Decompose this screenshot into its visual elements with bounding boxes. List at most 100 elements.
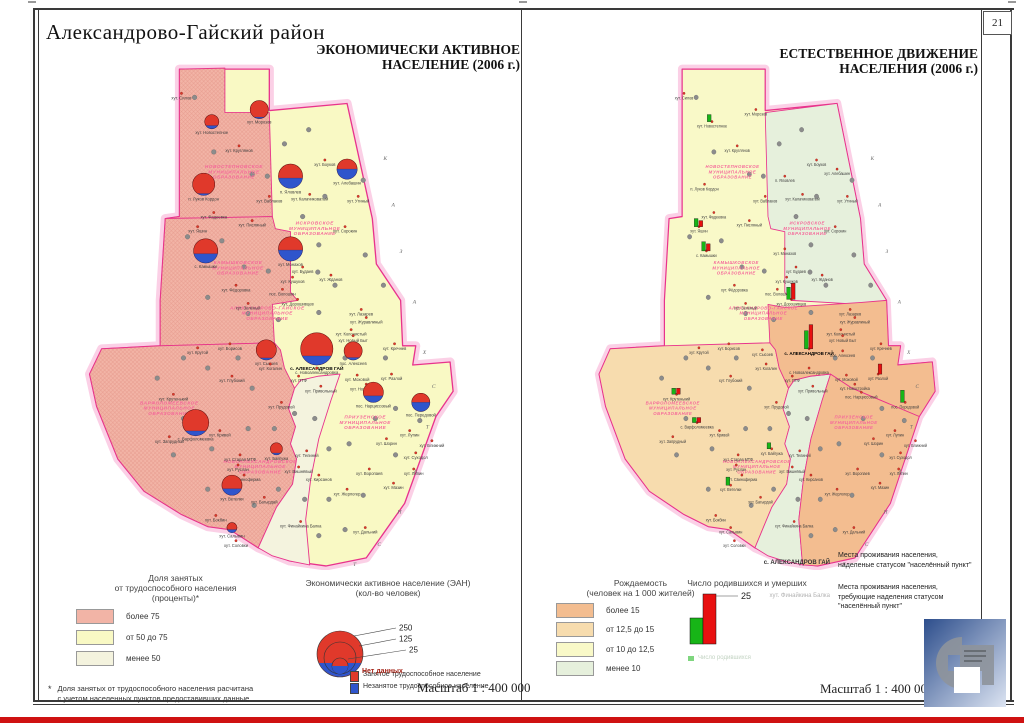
settlement: хут. Байгужа <box>761 442 783 456</box>
settlement-label: хут. Старая МТФ <box>723 457 752 462</box>
settlement-status-notes: Места проживания населения, наделеные ста… <box>838 551 1010 625</box>
settlement-label: хут. Морозов <box>745 111 768 116</box>
neighbor-territory-letter: Т <box>353 562 357 568</box>
settlement: хут. Кирсанов <box>799 473 823 482</box>
settlement-marker <box>809 473 813 477</box>
neighbor-territory-letter: С <box>377 542 381 548</box>
settlement-marker <box>872 437 875 441</box>
neighbor-territory-letter: З <box>886 249 889 255</box>
place-dot <box>746 385 752 391</box>
settlement: хут. Руслан <box>726 463 746 472</box>
settlement: хут. Салывин <box>719 526 742 535</box>
place-dot <box>767 426 773 432</box>
ean-leader-line <box>347 649 407 660</box>
settlement-marker <box>897 467 900 471</box>
settlement-marker <box>234 283 238 287</box>
place-dot <box>786 410 791 417</box>
legend-item: более 15 <box>556 602 743 618</box>
right-map-title: ЕСТЕСТВЕННОЕ ДВИЖЕНИЕ НАСЕЛЕНИЯ (2006 г.… <box>700 46 978 76</box>
footnote-marker: * <box>48 684 52 694</box>
municipal-formation-label: ПРИУЗЕНСКОЕ МУНИЦИПАЛЬНОЕ ОБРАЗОВАНИЕ <box>340 415 392 431</box>
settlement-marker <box>363 526 367 529</box>
place-dot <box>817 446 823 452</box>
place-dot <box>879 452 885 458</box>
settlement-label: хут. Фёдоровка <box>222 287 252 292</box>
settlement: хут. Утиный <box>347 195 370 203</box>
employed-key-swatch <box>350 671 359 682</box>
ean-leader-line <box>358 638 397 647</box>
settlement-marker <box>878 481 882 485</box>
settlement-marker <box>671 435 675 439</box>
pie-unemployed <box>271 452 282 455</box>
settlement-label: хут. Калачиковатый <box>785 196 819 201</box>
settlement: хут. Лупин <box>886 429 904 438</box>
settlement: хут. Ближний <box>904 439 927 448</box>
settlement-label: хут. Фёдоровка <box>721 287 748 292</box>
place-dot <box>300 214 306 220</box>
settlement-label: хут. Липин <box>890 471 908 476</box>
settlement-marker <box>356 195 360 198</box>
place-dot <box>265 268 271 274</box>
settlement-marker <box>296 298 299 301</box>
settlement: хут. Фёдоровка <box>222 283 252 292</box>
settlement-marker <box>414 451 418 455</box>
place-dot <box>316 309 322 316</box>
settlement-marker <box>230 374 234 378</box>
region-west <box>598 342 791 549</box>
settlement-marker <box>238 453 242 457</box>
settlement: хут. Суходол <box>404 451 428 460</box>
settlement-label: хут. Жданов <box>811 277 832 282</box>
settlement-marker <box>914 439 917 443</box>
place-dot <box>326 496 332 502</box>
settlement-marker <box>785 275 788 279</box>
settlement: хут. Жерлогер <box>825 487 850 496</box>
settlement-label: хут. Когалин <box>259 366 282 371</box>
settlement: хут. Новостепное <box>697 114 728 129</box>
settlement: пос. Нарциссовый <box>356 381 392 408</box>
settlement-marker <box>297 374 300 378</box>
settlement-marker <box>212 211 216 214</box>
settlement-marker <box>262 495 266 499</box>
settlement: хут. Боуков <box>807 158 826 167</box>
settlement-label: хут. Яшин <box>188 229 207 234</box>
settlement-marker <box>820 273 824 277</box>
settlement-marker <box>775 401 778 404</box>
legend-item-label: менее 10 <box>606 664 641 673</box>
settlement: хут. Соловки <box>723 539 746 548</box>
left-map-title-line1: ЭКОНОМИЧЕСКИ АКТИВНОЕ <box>316 42 520 57</box>
region-hatch <box>89 342 297 548</box>
place-dot <box>817 496 823 502</box>
settlement-label: хут. Круглянов <box>225 148 253 153</box>
pie-unemployed <box>346 357 360 361</box>
settlement-label: хут. Прудовой <box>268 404 295 409</box>
settlement-marker <box>682 92 686 95</box>
settlement-marker <box>218 429 222 433</box>
settlement-label: с. Новоалександровка <box>295 370 339 375</box>
settlement-label: хут. Утиный <box>837 198 858 203</box>
settlement: с. Варфоломеевка <box>178 409 214 442</box>
settlement: хут. Липин <box>890 467 908 476</box>
pie-unemployed <box>222 488 242 496</box>
settlement-label: хут. Яшин <box>690 229 707 234</box>
settlement-marker <box>246 302 250 305</box>
settlement: хут. Жданов <box>319 273 343 282</box>
births-bar <box>786 287 791 300</box>
settlement-label: хут. Дальний <box>843 529 866 534</box>
pie-employed <box>255 339 277 361</box>
place-dot <box>346 441 352 447</box>
left-map-title: ЭКОНОМИЧЕСКИ АКТИВНОЕ НАСЕЛЕНИЕ (2006 г.… <box>240 42 520 72</box>
settlement: хут. Багырдай <box>748 495 773 504</box>
settlement-marker <box>408 429 412 433</box>
place-dot <box>380 282 386 288</box>
births-bar <box>766 442 771 450</box>
settlement: хут. Суходол <box>889 451 912 460</box>
settlement-marker <box>852 526 856 529</box>
settlement-label: хут. Будаев <box>786 269 806 274</box>
pie-unemployed <box>278 177 303 189</box>
legend-swatch <box>76 651 114 666</box>
pie-unemployed <box>336 168 358 180</box>
settlement: хут. Монахов <box>278 236 304 267</box>
settlement-marker <box>856 467 859 471</box>
place-dot <box>746 171 752 177</box>
settlement: хут. Ваблаков <box>256 195 283 203</box>
